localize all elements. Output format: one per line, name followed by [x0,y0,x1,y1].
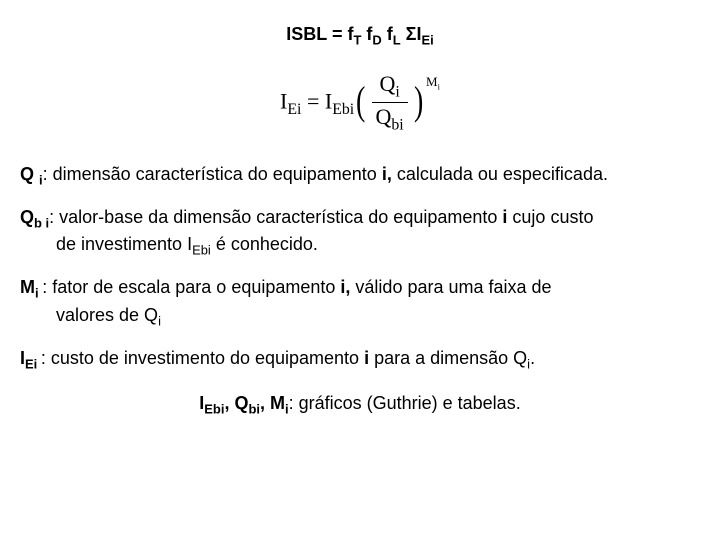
frest: : gráficos (Guthrie) e tabelas. [289,393,521,413]
eq-equals: = [301,88,324,113]
def-iei: IEi : custo de investimento do equipamen… [20,346,700,373]
qbi-txt: : valor-base da dimensão característica … [49,207,502,227]
title-sub-ei: Ei [421,33,433,48]
qbi-l2a: de investimento I [56,234,192,254]
lparen: ( [356,81,365,121]
title-sub-d: D [372,33,381,48]
eq-rhs-Ebi: Ebi [332,100,354,117]
fraction: QiQbi [368,72,412,135]
iei-txt: : custo de investimento do equipamento [41,348,364,368]
fc1: , Q [224,393,248,413]
iei-sub: Ei [25,356,41,371]
qbi-l2sub: Ebi [192,243,211,258]
fs2: bi [248,401,260,416]
main-equation: IEi = IEbi(QiQbi)Mi [20,72,700,135]
footer-line: IEbi, Qbi, Mi: gráficos (Guthrie) e tabe… [20,393,700,417]
fs1: Ebi [204,401,224,416]
frac-den-bi: bi [391,117,403,134]
iei-dot: . [530,348,535,368]
title-formula: ISBL = fT fD fL ΣIEi [20,24,700,48]
iei-rest1: para a dimensão Q [369,348,527,368]
def-mi: Mi : fator de escala para o equipamento … [20,275,700,329]
mi-bold-i: i, [340,277,350,297]
title-fd: f [361,24,372,44]
title-sigma: Σ [401,24,417,44]
eq-lhs-Ei: Ei [287,100,301,117]
mi-l2a: valores de Q [56,305,158,325]
exp-Mi: i [438,81,440,91]
qbi-term: Q [20,207,34,227]
mi-term: M [20,277,35,297]
qi-bold-i: i, [382,164,392,184]
rparen: ) [414,81,423,121]
exponent: Mi [426,74,440,92]
mi-rest1: válido para uma faixa de [350,277,551,297]
def-qbi: Qb i: valor-base da dimensão característ… [20,205,700,259]
qbi-l2b: é conhecido. [211,234,318,254]
frac-num-Q: Q [379,71,395,96]
qbi-rest1: cujo custo [507,207,593,227]
mi-line2: valores de Qi [20,303,700,330]
title-sub-l: L [393,33,401,48]
title-isbl: ISBL = f [286,24,353,44]
frac-num-i: i [395,83,399,100]
title-fl: f [382,24,393,44]
def-qi: Q i: dimensão característica do equipame… [20,162,700,189]
fc2: , M [260,393,285,413]
qi-rest: calculada ou especificada. [392,164,608,184]
exp-M: M [426,74,438,89]
qbi-line2: de investimento IEbi é conhecido. [20,232,700,259]
qbi-sub: b i [34,216,49,231]
mi-l2sub: i [158,313,161,328]
qi-term: Q [20,164,39,184]
qi-txt: : dimensão característica do equipamento [43,164,382,184]
frac-den-Q: Q [376,104,392,129]
mi-txt: : fator de escala para o equipamento [42,277,340,297]
